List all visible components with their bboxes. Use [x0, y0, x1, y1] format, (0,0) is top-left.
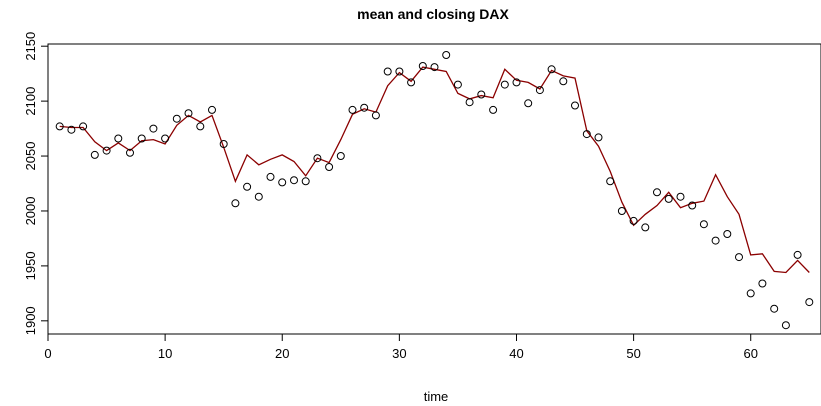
- data-point: [254, 192, 263, 201]
- data-point: [676, 192, 685, 201]
- data-point: [325, 163, 334, 171]
- data-point: [524, 99, 533, 108]
- data-point: [208, 105, 216, 114]
- data-point: [582, 130, 591, 139]
- data-point: [723, 230, 732, 238]
- data-point: [172, 114, 181, 123]
- data-point: [559, 77, 568, 86]
- data-point: [290, 176, 298, 185]
- data-point: [418, 62, 427, 70]
- data-point: [699, 220, 708, 229]
- data-point: [137, 134, 146, 143]
- data-point: [184, 109, 193, 118]
- data-point: [688, 201, 697, 210]
- data-point: [489, 105, 498, 114]
- data-point: [407, 78, 416, 87]
- data-point: [512, 78, 521, 87]
- x-axis-label: time: [424, 389, 449, 404]
- data-point: [653, 188, 661, 197]
- data-point: [442, 51, 451, 59]
- data-point: [770, 304, 779, 313]
- data-point: [571, 101, 579, 110]
- data-point: [67, 125, 76, 134]
- data-point: [301, 177, 310, 186]
- data-point: [219, 140, 228, 148]
- data-point: [243, 182, 252, 191]
- data-point: [617, 207, 626, 215]
- chart-title: mean and closing DAX: [357, 6, 509, 22]
- data-point: [606, 177, 615, 186]
- data-point: [313, 154, 322, 163]
- data-point: [336, 152, 345, 160]
- data-point: [196, 122, 205, 131]
- data-point: [465, 98, 474, 107]
- data-point: [55, 122, 64, 131]
- x-tick-label: 10: [158, 346, 172, 361]
- data-point: [711, 236, 720, 245]
- data-point: [360, 103, 369, 112]
- data-point: [641, 223, 650, 232]
- data-point: [664, 194, 673, 203]
- data-point: [500, 80, 509, 89]
- data-point: [90, 150, 99, 159]
- data-point: [231, 199, 240, 208]
- data-point: [453, 80, 462, 89]
- data-point: [746, 289, 755, 298]
- y-tick-label: 2100: [23, 87, 38, 116]
- data-point: [781, 321, 790, 330]
- data-point: [266, 172, 275, 181]
- data-point: [126, 148, 134, 157]
- x-tick-label: 20: [275, 346, 289, 361]
- data-point: [161, 134, 170, 143]
- data-point: [114, 134, 123, 143]
- y-tick-label: 1900: [23, 306, 38, 335]
- data-point: [547, 65, 556, 74]
- data-point: [395, 67, 404, 76]
- x-tick-label: 60: [743, 346, 757, 361]
- data-point: [383, 67, 392, 76]
- y-tick-label: 2150: [23, 32, 38, 61]
- data-point: [594, 133, 603, 142]
- data-point: [758, 279, 767, 288]
- data-point: [79, 122, 88, 131]
- x-tick-label: 40: [509, 346, 523, 361]
- x-tick-label: 30: [392, 346, 406, 361]
- plot-box: [47, 43, 821, 335]
- y-tick-label: 1950: [23, 251, 38, 280]
- data-point: [430, 63, 439, 72]
- x-axis: 0 10 20 30 40 50 60: [44, 333, 758, 361]
- data-point: [348, 105, 357, 114]
- data-point: [735, 253, 743, 262]
- data-point: [535, 86, 544, 95]
- data-point: [805, 298, 814, 307]
- x-tick-label: 50: [626, 346, 640, 361]
- data-point: [102, 146, 111, 155]
- data-point: [149, 124, 158, 133]
- x-tick-label: 0: [44, 346, 51, 361]
- y-axis: 1900 1950 2000 2050 2100 2150: [23, 32, 49, 335]
- y-tick-label: 2000: [23, 197, 38, 226]
- data-point: [629, 216, 638, 225]
- series-line-group: [59, 66, 810, 274]
- data-point: [793, 250, 802, 259]
- series-points-group: [55, 51, 814, 330]
- data-point: [371, 111, 380, 120]
- data-point: [278, 178, 287, 187]
- y-tick-label: 2050: [23, 142, 38, 171]
- data-point: [477, 90, 486, 99]
- mean-line: [59, 66, 810, 274]
